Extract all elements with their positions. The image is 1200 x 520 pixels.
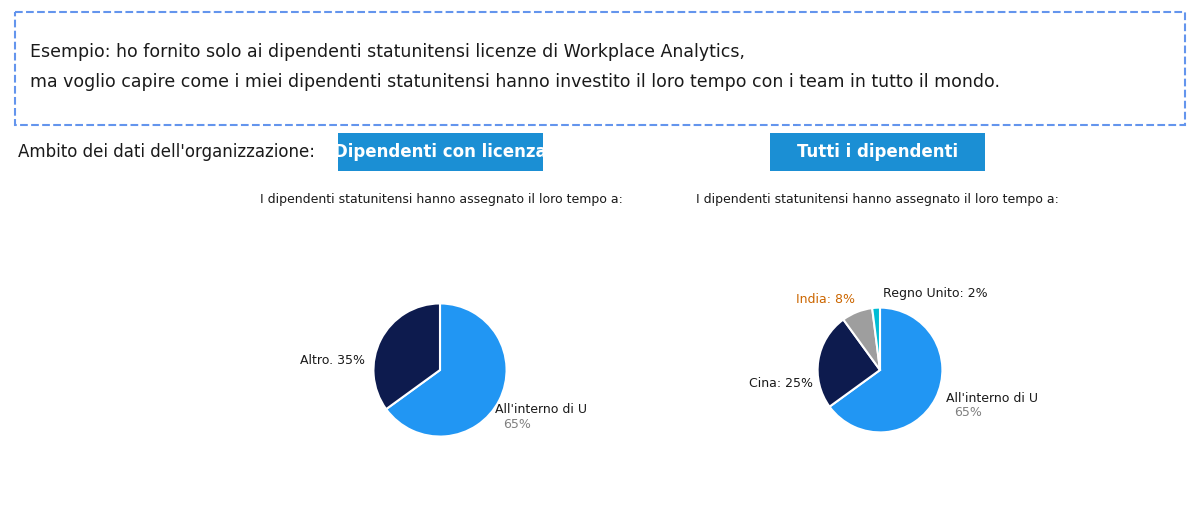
Text: 65%: 65% xyxy=(503,418,532,431)
Wedge shape xyxy=(844,308,880,370)
Text: Cina: 25%: Cina: 25% xyxy=(749,377,812,390)
Text: 65%: 65% xyxy=(954,406,982,419)
Text: All'interno di U: All'interno di U xyxy=(494,404,587,417)
Wedge shape xyxy=(386,304,506,437)
FancyBboxPatch shape xyxy=(770,133,985,171)
Text: Altro. 35%: Altro. 35% xyxy=(300,354,366,367)
Wedge shape xyxy=(872,308,880,370)
Wedge shape xyxy=(817,319,880,407)
FancyBboxPatch shape xyxy=(14,12,1186,125)
Text: All'interno di U: All'interno di U xyxy=(946,392,1038,405)
Text: I dipendenti statunitensi hanno assegnato il loro tempo a:: I dipendenti statunitensi hanno assegnat… xyxy=(259,193,623,206)
Text: Regno Unito: 2%: Regno Unito: 2% xyxy=(883,287,988,300)
Text: I dipendenti statunitensi hanno assegnato il loro tempo a:: I dipendenti statunitensi hanno assegnat… xyxy=(696,193,1058,206)
FancyBboxPatch shape xyxy=(338,133,542,171)
Text: India: 8%: India: 8% xyxy=(796,293,856,306)
Text: Esempio: ho fornito solo ai dipendenti statunitensi licenze di Workplace Analyti: Esempio: ho fornito solo ai dipendenti s… xyxy=(30,43,745,61)
Text: Ambito dei dati dell'organizzazione:: Ambito dei dati dell'organizzazione: xyxy=(18,143,314,161)
Wedge shape xyxy=(829,308,942,433)
Text: Tutti i dipendenti: Tutti i dipendenti xyxy=(797,143,958,161)
Wedge shape xyxy=(373,304,440,409)
Text: ma voglio capire come i miei dipendenti statunitensi hanno investito il loro tem: ma voglio capire come i miei dipendenti … xyxy=(30,73,1000,91)
Text: Dipendenti con licenza: Dipendenti con licenza xyxy=(334,143,547,161)
